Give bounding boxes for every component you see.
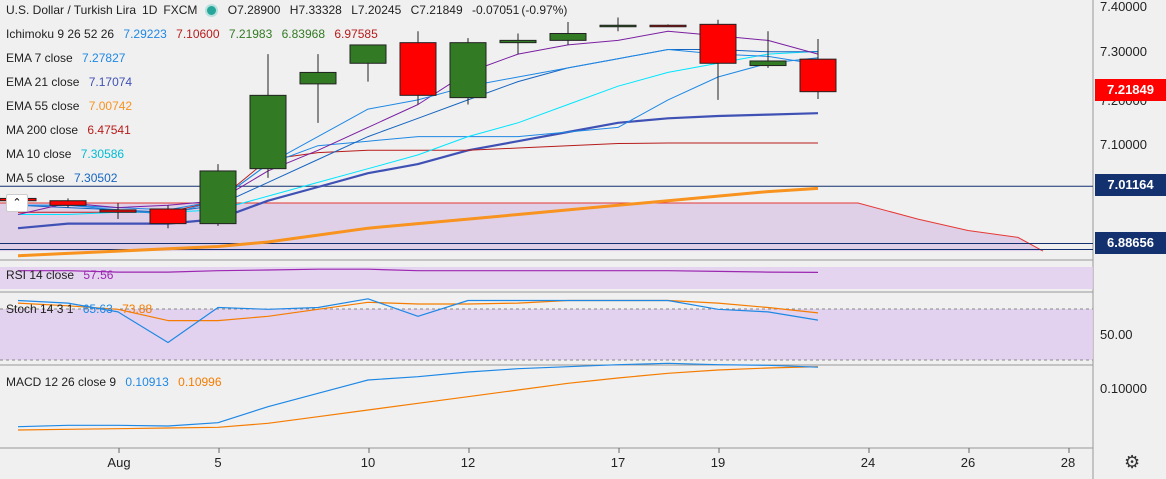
price-change: -0.07051 [471,3,520,17]
candle-body [499,39,537,44]
ichimoku-value-4: 6.83968 [281,27,326,41]
legend-ema55[interactable]: EMA 55 close 7.00742 [6,99,138,113]
cloud-span-b-line [0,202,1044,252]
rsi-band [0,267,1093,289]
candle-body [599,24,637,28]
last-price-tag: 7.21849 [1095,79,1166,101]
ichimoku-cloud [0,203,1043,252]
legend-ma10[interactable]: MA 10 close 7.30586 [6,147,130,161]
ma10-value: 7.30586 [80,147,125,161]
ema21-value: 7.17074 [88,75,133,89]
legend-rsi[interactable]: RSI 14 close 57.56 [6,268,119,282]
exchange: FXCM [163,3,198,17]
ohlc-low: L7.20245 [351,3,402,17]
candle-body [799,58,837,93]
x-tick-5: 5 [214,455,222,470]
ohlc-high: H7.33328 [289,3,342,17]
stoch-d-value: 73.88 [122,302,153,316]
kijun-line [18,142,818,213]
rsi-line [18,268,819,273]
x-tick-24: 24 [860,455,876,470]
candle-body [549,32,587,41]
ichimoku-label: Ichimoku 9 26 52 26 [6,27,115,41]
ema7-label: EMA 7 close [6,51,73,65]
candle-body [49,200,87,206]
settings-gear-icon[interactable]: ⚙ [1124,452,1141,472]
candle-body [649,24,687,28]
horizontal-level-tag-2: 6.88656 [1095,232,1166,254]
x-tick-10: 10 [360,455,376,470]
ema55-value: 7.00742 [88,99,133,113]
collapse-legend-button[interactable]: ⌃ [6,194,28,212]
ichimoku-value-2: 7.10600 [176,27,220,41]
legend-ma5[interactable]: MA 5 close 7.30502 [6,171,123,185]
ema21-label: EMA 21 close [6,75,80,89]
ohlc-close: C7.21849 [410,3,463,17]
ma5-value: 7.30502 [74,171,118,185]
legend-ma200[interactable]: MA 200 close 6.47541 [6,123,137,137]
candle-body [99,209,137,213]
legend-ichimoku[interactable]: Ichimoku 9 26 52 26 7.29223 7.10600 7.21… [6,27,384,41]
ichimoku-value-1: 7.29223 [123,27,167,41]
stoch-band [0,309,1093,360]
ma200-value: 6.47541 [87,123,131,137]
stoch-d-line [17,299,819,322]
stoch-tick-50: 50.00 [1100,327,1133,342]
symbol-name: U.S. Dollar / Turkish Lira [6,3,137,17]
ema55-line [17,186,819,258]
stoch-label: Stoch 14 3 1 [6,302,74,316]
x-tick-26: 26 [960,455,976,470]
price-tick-710: 7.10000 [1100,137,1147,152]
rsi-label: RSI 14 close [6,268,75,282]
market-status-icon [205,4,219,18]
macd-value: 0.10913 [125,375,169,389]
ema7-value: 7.27827 [82,51,126,65]
legend-ema7[interactable]: EMA 7 close 7.27827 [6,51,131,65]
candle-body [149,208,187,225]
price-tick-740: 7.40000 [1100,0,1147,14]
ma10-label: MA 10 close [6,147,72,161]
macd-line [17,362,819,428]
stoch-k-line [17,298,819,344]
x-tick-17: 17 [610,455,626,470]
ema55-label: EMA 55 close [6,99,80,113]
candle-body [449,42,487,99]
legend-ema21[interactable]: EMA 21 close 7.17074 [6,75,138,89]
legend-stoch[interactable]: Stoch 14 3 1 65.63 73.88 [6,302,158,316]
timeframe: 1D [142,3,158,17]
x-tick-12: 12 [460,455,476,470]
legend-macd[interactable]: MACD 12 26 close 9 0.10913 0.10996 [6,375,228,389]
x-tick-28: 28 [1060,455,1076,470]
candle-body [399,42,437,96]
price-tick-730: 7.30000 [1100,44,1147,59]
ichimoku-value-5: 6.97585 [334,27,378,41]
candle-body [249,94,287,170]
stoch-k-value: 65.63 [82,302,113,316]
macd-signal-value: 0.10996 [178,375,222,389]
ma5-label: MA 5 close [6,171,65,185]
candle-body [349,44,387,64]
candle-body [699,23,737,64]
price-change-pct: (-0.97%) [521,3,568,17]
chart-legend-header: U.S. Dollar / Turkish Lira 1D FXCM O7.2890… [6,3,573,18]
candle-body [749,60,787,67]
candle-body [199,170,237,225]
macd-label: MACD 12 26 close 9 [6,375,117,389]
rsi-value: 57.56 [83,268,114,282]
candle-body [299,71,337,85]
ma200-label: MA 200 close [6,123,79,137]
macd-tick-010: 0.10000 [1100,381,1147,396]
macd-signal-line [17,366,819,431]
horizontal-level-tag-1: 7.01164 [1095,174,1166,196]
x-tick-19: 19 [710,455,726,470]
ohlc-open: O7.28900 [227,3,281,17]
x-tick-aug: Aug [107,455,131,470]
ichimoku-value-3: 7.21983 [228,27,273,41]
